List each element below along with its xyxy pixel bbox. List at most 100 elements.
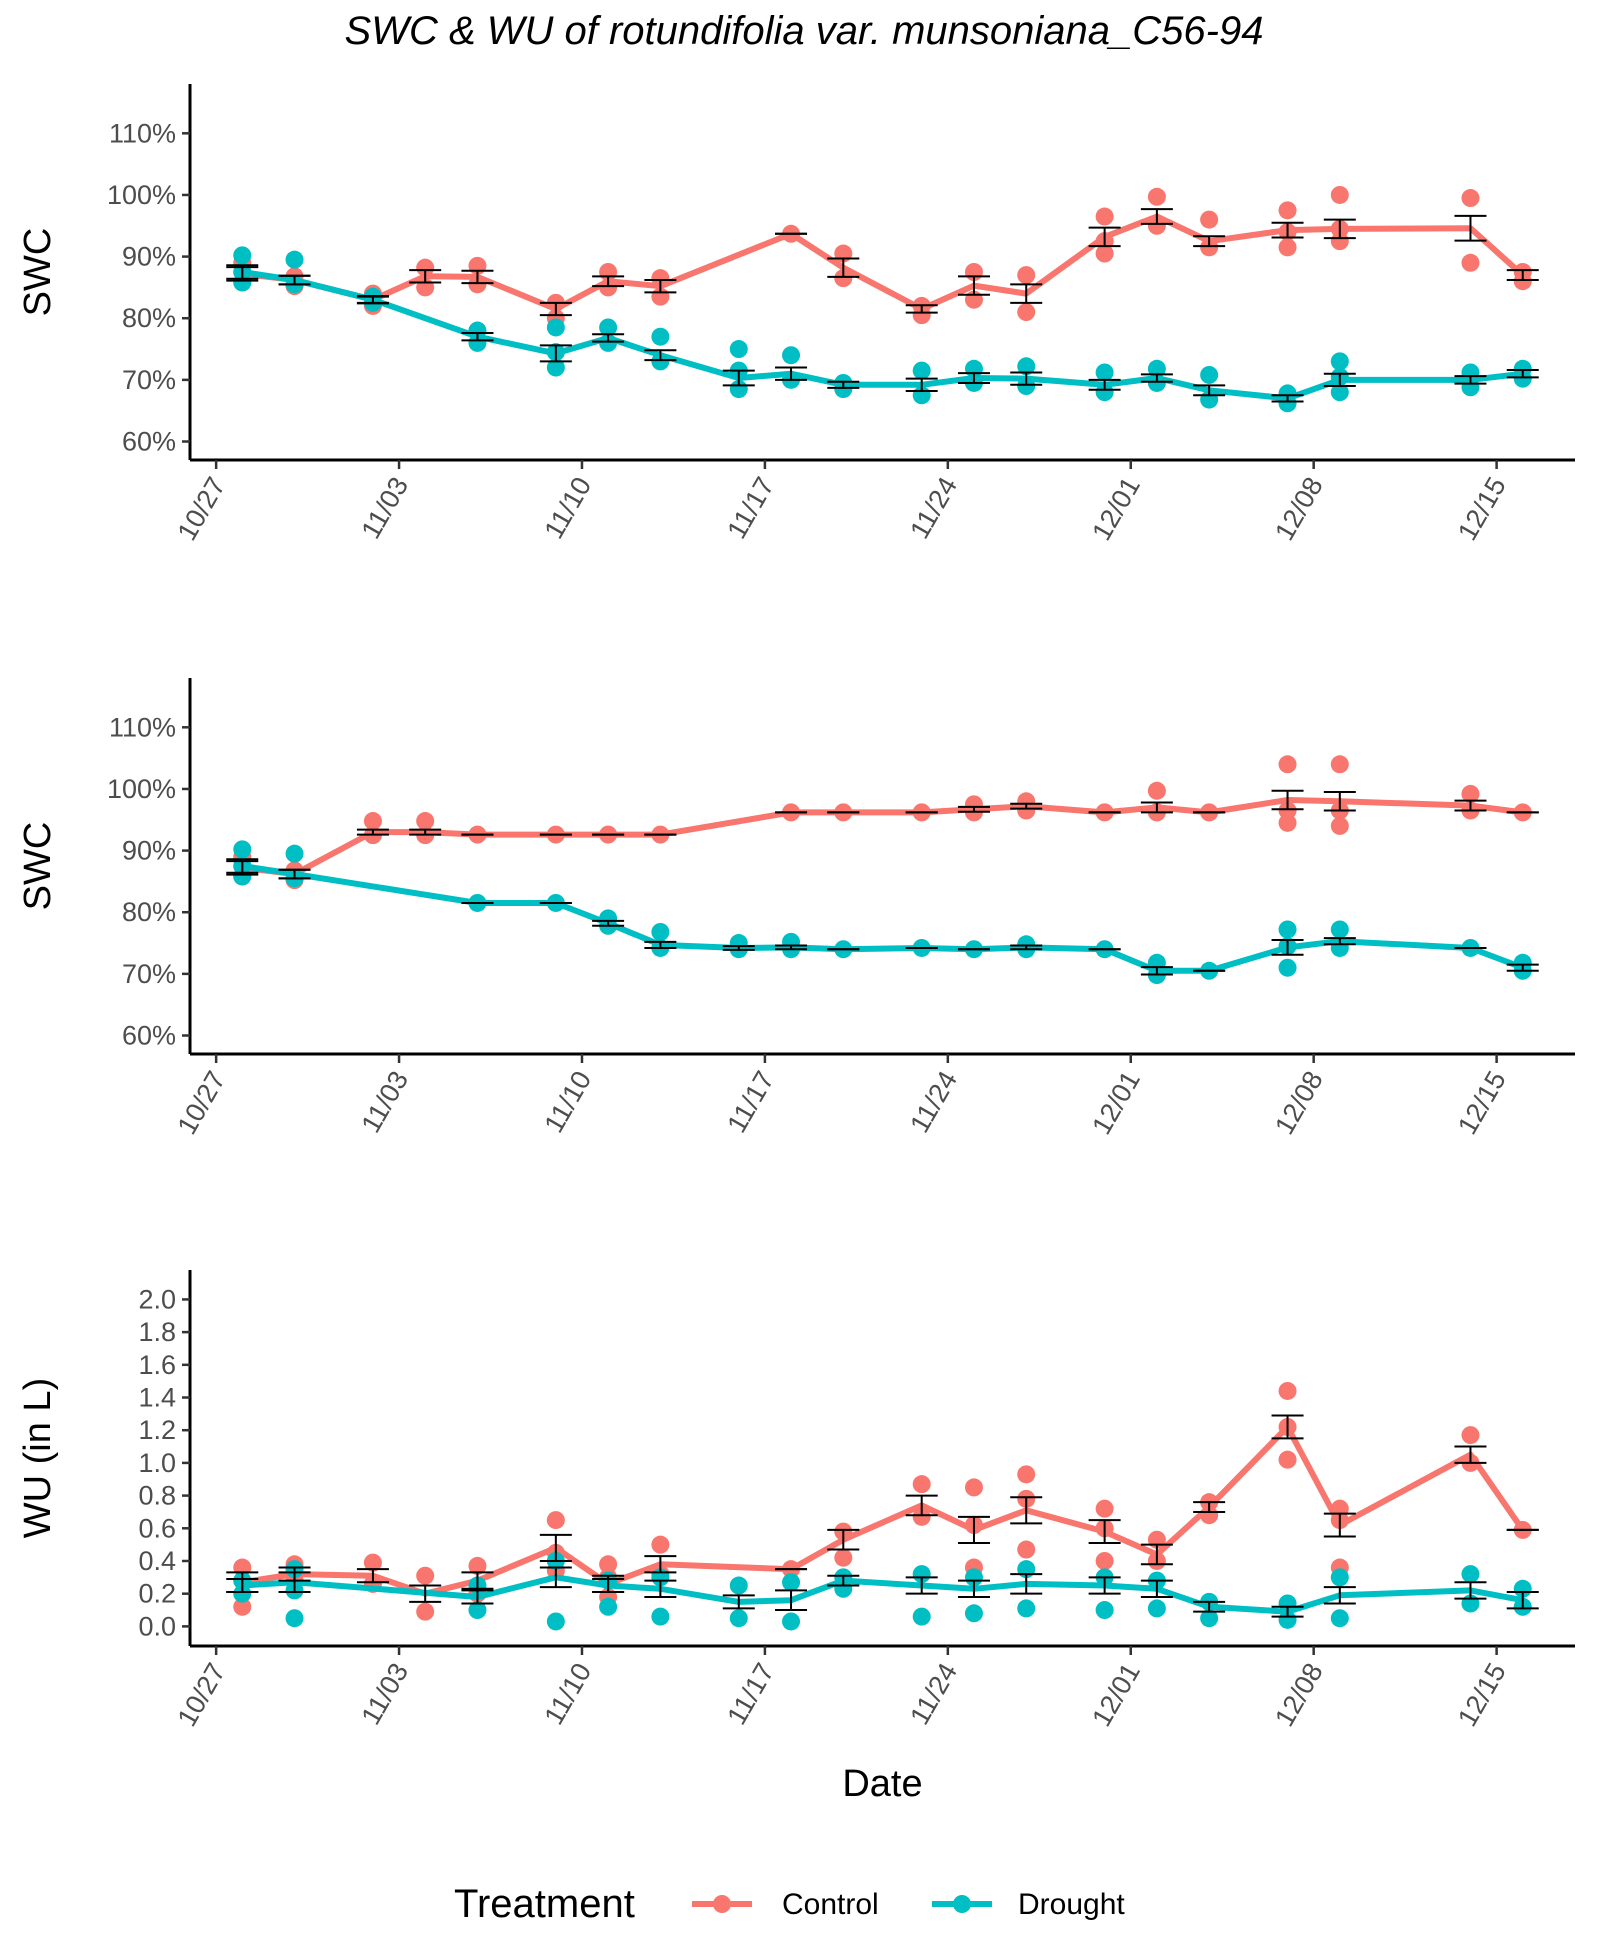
- observation-point: [1095, 363, 1114, 382]
- error-bar: [644, 1579, 677, 1598]
- error-bar: [356, 828, 389, 836]
- error-bar: [1271, 938, 1304, 956]
- x-tick-label: 12/01: [1086, 1066, 1146, 1140]
- error-bar: [226, 264, 259, 280]
- x-tick-label: 11/24: [904, 1066, 963, 1138]
- y-tick-label: 110%: [109, 712, 176, 742]
- error-bar: [1323, 1512, 1356, 1538]
- error-bar: [1088, 226, 1121, 248]
- observation-point: [834, 1548, 853, 1567]
- x-tick-label: 12/01: [1086, 472, 1146, 546]
- y-tick-label: 0.8: [138, 1481, 176, 1511]
- error-bar: [1193, 235, 1226, 248]
- y-tick-label: 1.6: [138, 1350, 176, 1380]
- x-tick-label: 11/17: [721, 1658, 780, 1730]
- y-tick-label: 60%: [122, 1021, 176, 1051]
- error-bar: [957, 1579, 990, 1598]
- observation-point: [1017, 266, 1036, 285]
- y-tick-label: 1.2: [138, 1415, 176, 1445]
- error-bar: [592, 1577, 625, 1594]
- legend-key-control-point: [713, 1895, 731, 1913]
- observation-point: [1095, 1499, 1114, 1518]
- observation-point: [1330, 352, 1349, 371]
- error-bar: [539, 301, 572, 317]
- observation-point: [1330, 1609, 1349, 1628]
- observation-point: [1017, 1540, 1036, 1559]
- observation-point: [1095, 1551, 1114, 1570]
- error-bar: [1140, 373, 1173, 383]
- legend-key-drought-point: [953, 1895, 971, 1913]
- x-tick-label: 11/17: [721, 472, 780, 544]
- observation-point: [599, 1597, 618, 1616]
- error-bar: [644, 349, 677, 362]
- error-bar: [775, 366, 808, 381]
- error-bar: [957, 1515, 990, 1545]
- error-bar: [827, 257, 860, 278]
- observation-point: [468, 1601, 487, 1620]
- error-bar: [1323, 218, 1356, 240]
- series-line-control: [239, 213, 1526, 312]
- x-tick-label: 11/24: [904, 472, 963, 544]
- error-bars-drought: [226, 264, 1539, 403]
- observation-point: [1330, 755, 1349, 774]
- error-bar: [905, 1494, 938, 1517]
- error-bar: [1088, 378, 1121, 391]
- panel-3: 0.00.20.40.60.81.01.21.41.61.82.0 10/27 11…: [17, 1270, 1575, 1805]
- error-bar: [905, 377, 938, 392]
- y-tick-label: 80%: [122, 303, 176, 333]
- error-bar: [1271, 1605, 1304, 1618]
- y-tick-label: 90%: [122, 242, 176, 272]
- observation-point: [416, 812, 435, 831]
- x-tick-label: 11/10: [538, 472, 597, 544]
- legend: Treatment Control Drought: [454, 1882, 1125, 1926]
- observation-point: [1017, 357, 1036, 376]
- observation-point: [1330, 185, 1349, 204]
- observation-point: [1200, 1609, 1219, 1628]
- panel-2: 60% 70% 80% 90% 100% 110% 10/27 11/03 11/10 11/17…: [17, 678, 1575, 1140]
- observation-point: [912, 1475, 931, 1494]
- error-bar: [1088, 1576, 1121, 1595]
- observation-point: [599, 318, 618, 337]
- observation-point: [729, 1609, 748, 1628]
- error-bar: [1010, 283, 1043, 304]
- x-tick-label: 11/17: [721, 1066, 780, 1138]
- observation-point: [1461, 1565, 1480, 1584]
- observation-point: [964, 1568, 983, 1587]
- series-drought: [233, 840, 1532, 985]
- observation-point: [1200, 210, 1219, 229]
- observation-point: [1095, 207, 1114, 226]
- y-tick-label: 1.0: [138, 1448, 176, 1478]
- observation-point: [416, 1566, 435, 1585]
- error-bar: [775, 1589, 808, 1612]
- x-tick-label: 11/03: [355, 1066, 414, 1138]
- error-bar: [1506, 963, 1539, 972]
- observation-point: [1017, 1599, 1036, 1618]
- observation-point: [834, 269, 853, 288]
- observation-point: [1147, 359, 1166, 378]
- observation-point: [782, 1573, 801, 1592]
- y-tick-label: 0.4: [138, 1546, 176, 1576]
- error-bar: [539, 1566, 572, 1589]
- error-bar: [226, 858, 259, 874]
- observation-point: [1461, 189, 1480, 208]
- error-bar: [278, 1571, 311, 1594]
- error-bar: [957, 275, 990, 296]
- legend-title: Treatment: [454, 1882, 635, 1926]
- observation-point: [1461, 253, 1480, 272]
- error-bar: [1088, 1519, 1121, 1545]
- observation-point: [233, 1584, 252, 1603]
- error-bar: [1271, 394, 1304, 403]
- error-bar: [722, 369, 755, 387]
- observation-point: [599, 1555, 618, 1574]
- x-tick-label: 10/27: [172, 1658, 232, 1732]
- observation-point: [285, 1609, 304, 1628]
- error-bar: [461, 332, 494, 342]
- series-line-drought: [239, 863, 1526, 974]
- observation-point: [1330, 816, 1349, 835]
- y-tick-label: 100%: [107, 774, 176, 804]
- y-tick-label: 2.0: [138, 1284, 176, 1314]
- observation-point: [912, 1607, 931, 1626]
- observation-point: [1278, 1381, 1297, 1400]
- error-bar: [1193, 1600, 1226, 1613]
